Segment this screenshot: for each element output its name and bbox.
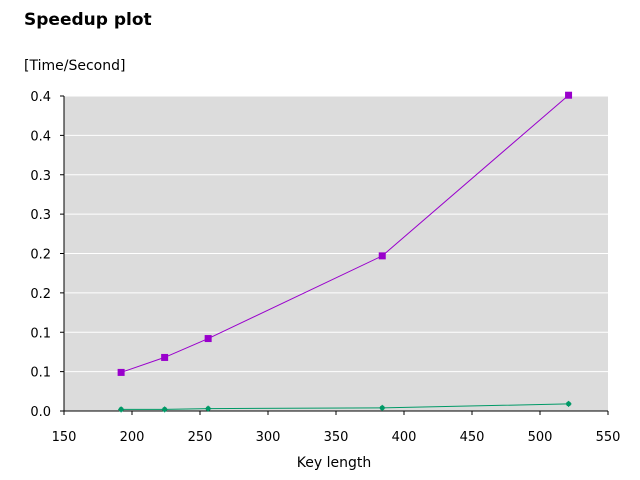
series-1-point bbox=[565, 91, 573, 99]
x-tick-label: 550 bbox=[596, 430, 621, 445]
x-tick-label: 200 bbox=[120, 430, 145, 445]
series-2-point bbox=[205, 405, 212, 412]
series-1-point bbox=[117, 368, 125, 376]
data-series bbox=[117, 91, 573, 413]
x-tick-label: 250 bbox=[188, 430, 213, 445]
x-tick-label: 500 bbox=[528, 430, 553, 445]
y-tick-label: 0.1 bbox=[30, 326, 51, 341]
x-tick-label: 150 bbox=[52, 430, 77, 445]
x-tick-label: 400 bbox=[392, 430, 417, 445]
x-tick-label: 350 bbox=[324, 430, 349, 445]
series-2-point bbox=[118, 406, 125, 413]
series-1-point bbox=[204, 335, 212, 343]
y-tick-label: 0.3 bbox=[30, 208, 51, 223]
y-tick-label: 0.0 bbox=[30, 405, 51, 420]
x-tick-label: 300 bbox=[256, 430, 281, 445]
x-tick-label: 450 bbox=[460, 430, 485, 445]
y-tick-label: 0.4 bbox=[30, 129, 51, 144]
series-2-point bbox=[565, 400, 572, 407]
series-1-point bbox=[378, 252, 386, 260]
y-tick-label: 0.4 bbox=[30, 90, 51, 105]
y-axis-label: [Time/Second] bbox=[24, 58, 126, 74]
y-tick-label: 0.2 bbox=[30, 287, 51, 302]
y-tick-label: 0.3 bbox=[30, 169, 51, 184]
x-axis-ticks: 150 200 250 300 350 400 450 500 550 bbox=[52, 411, 621, 445]
y-tick-label: 0.2 bbox=[30, 248, 51, 263]
series-2-point bbox=[379, 404, 386, 411]
y-axis-ticks: 0.0 0.1 0.1 0.2 0.2 0.3 0.3 0.4 0.4 bbox=[30, 90, 64, 420]
series-2-point bbox=[161, 406, 168, 413]
series-1-point bbox=[161, 353, 169, 361]
x-axis-label: Key length bbox=[296, 455, 372, 471]
y-tick-label: 0.1 bbox=[30, 366, 51, 381]
chart-title: Speedup plot bbox=[24, 10, 152, 30]
gridlines bbox=[64, 95, 608, 373]
